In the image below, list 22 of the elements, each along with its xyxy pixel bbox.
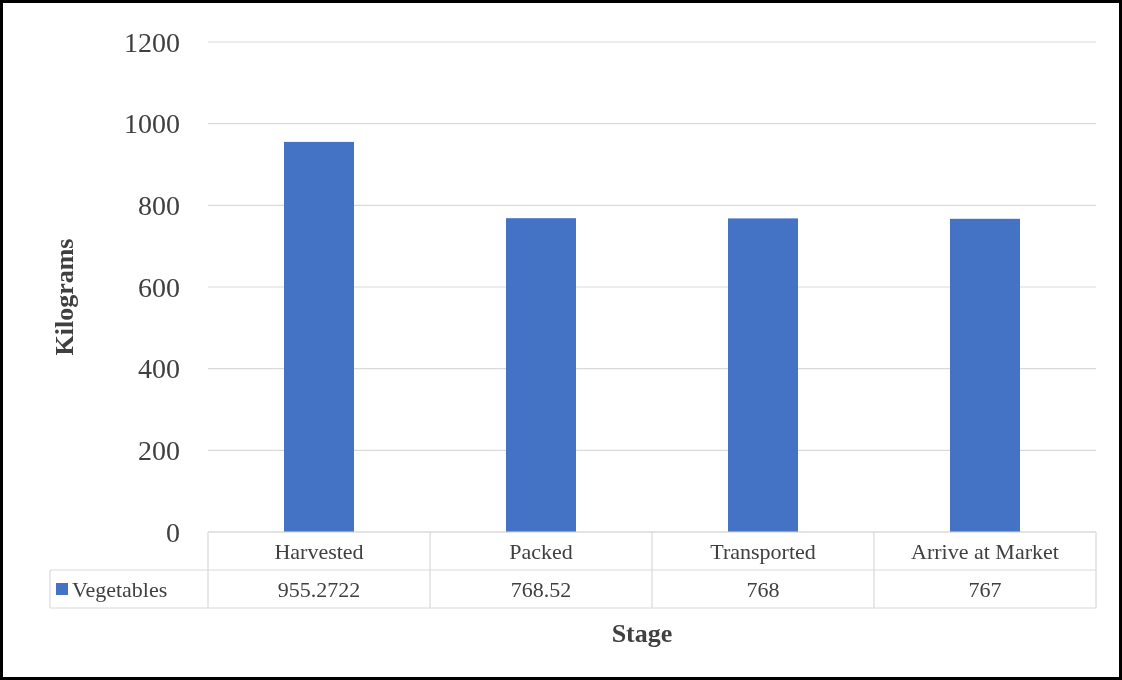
x-tick-label: Harvested (274, 538, 364, 564)
y-tick-label: 800 (138, 190, 180, 222)
y-tick-label: 200 (138, 435, 180, 467)
bar (284, 141, 354, 532)
x-tick-label: Arrive at Market (911, 538, 1059, 564)
legend-label: Vegetables (72, 576, 168, 602)
y-tick-label: 0 (166, 516, 180, 548)
y-axis-title: Kilograms (50, 238, 80, 356)
data-label: 955.2722 (277, 576, 361, 602)
x-axis-title: Stage (611, 619, 673, 649)
data-label: 768.52 (510, 576, 572, 602)
x-tick-label: Transported (710, 538, 816, 564)
bar (950, 218, 1020, 532)
bar (506, 218, 576, 532)
data-label: 767 (968, 576, 1002, 602)
data-label: 768 (746, 576, 780, 602)
y-tick-label: 400 (138, 353, 180, 385)
x-tick-label: Packed (509, 538, 573, 564)
y-tick-label: 1200 (124, 26, 180, 58)
bar (728, 218, 798, 532)
y-tick-label: 600 (138, 271, 180, 303)
y-tick-label: 1000 (124, 108, 180, 140)
